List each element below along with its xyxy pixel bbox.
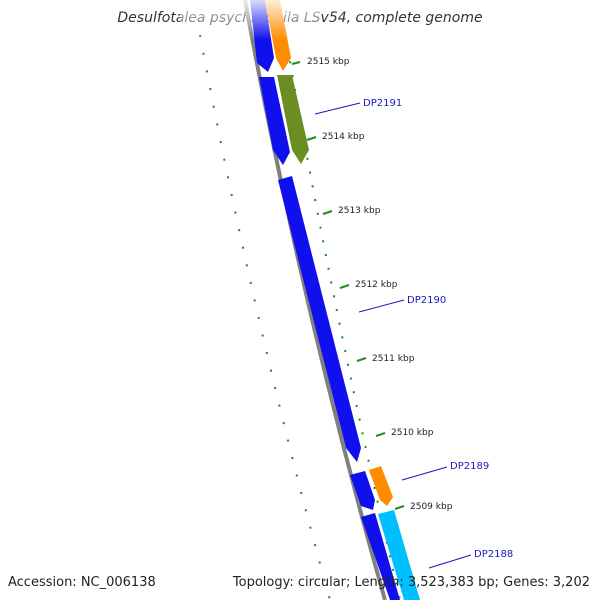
kbp-tick-2511 [356,357,367,362]
kbp-label-2514: 2514 kbp [322,132,365,142]
kbp-label-2512: 2512 kbp [355,280,398,290]
cds-orange-dp2189 [369,466,393,506]
kbp-ticks [291,61,405,510]
kbp-tick-2513 [322,210,333,215]
gene-label-dp2189[interactable]: DP2189 [450,461,489,472]
leader-dp2188 [428,554,472,569]
kbp-tick-2509 [394,505,405,510]
leader-dp2191 [314,102,361,115]
kbp-tick-2512 [339,284,350,289]
cds-blue-bottom [361,513,400,600]
gene-label-dp2188[interactable]: DP2188 [474,549,513,560]
leader-dp2190 [358,299,405,313]
gene-label-dp2190[interactable]: DP2190 [407,295,446,306]
cds-cyan-dp2188 [378,510,420,600]
gene-leaders [314,102,472,569]
accession-label: Accession: NC_006138 [8,575,156,590]
cds-blue-small [350,471,375,510]
cds-blue-dp2190 [278,176,361,462]
kbp-label-2510: 2510 kbp [391,428,434,438]
cds-blue-2 [259,77,290,165]
kbp-tick-2510 [375,432,386,437]
cds-olive-dp2191 [277,75,309,164]
gene-label-dp2191[interactable]: DP2191 [363,98,402,109]
kbp-label-2515: 2515 kbp [307,57,350,67]
genome-summary: Topology: circular; Length: 3,523,383 bp… [232,575,590,590]
kbp-tick-2515 [291,61,301,65]
kbp-tick-2514 [306,136,317,141]
kbp-label-2513: 2513 kbp [338,206,381,216]
kbp-label-2511: 2511 kbp [372,354,415,364]
top-fade [180,0,320,40]
kbp-label-2509: 2509 kbp [410,502,453,512]
leader-dp2189 [401,466,448,481]
